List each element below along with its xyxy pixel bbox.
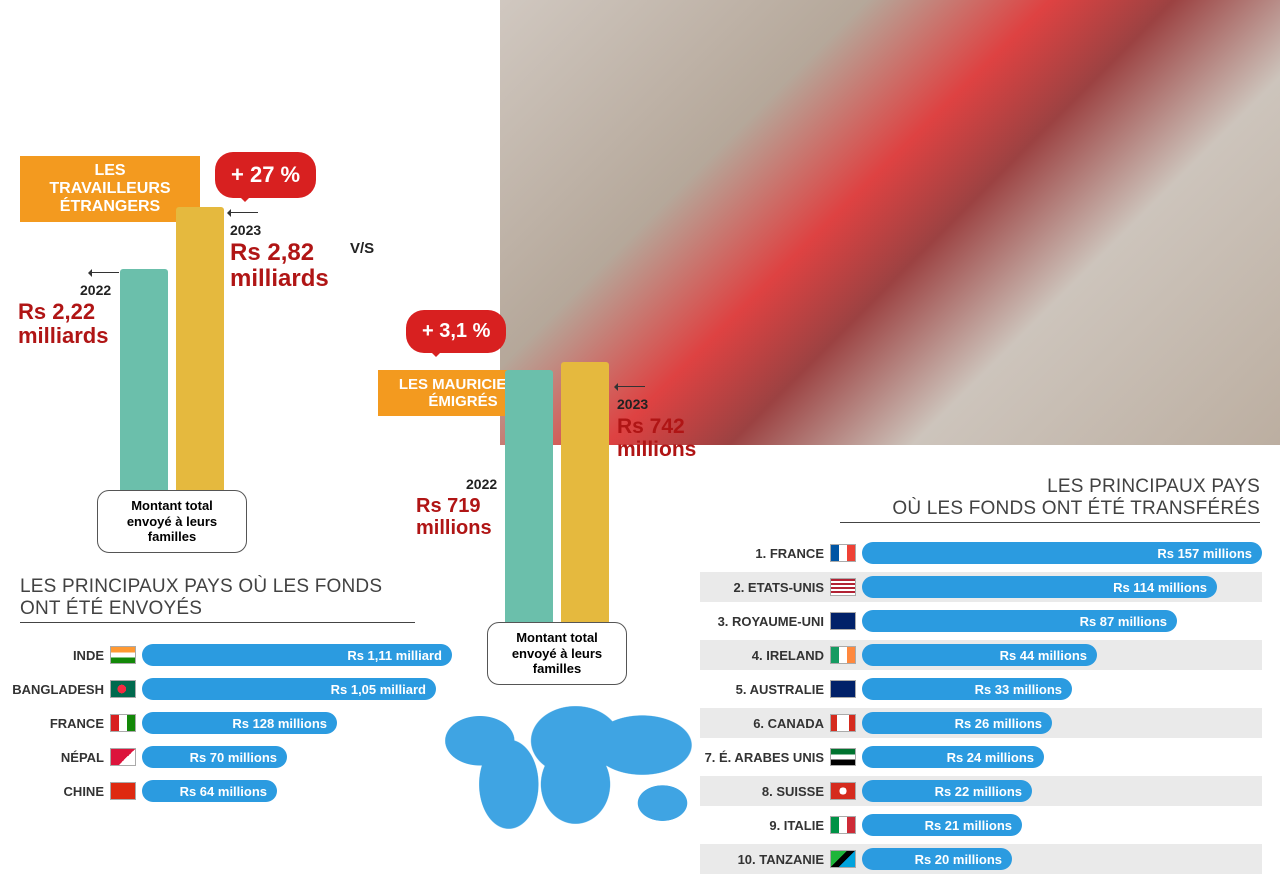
hbar-row: 8. SUISSE Rs 22 millions <box>700 776 1262 806</box>
right-year-2023: 2023 <box>617 396 648 412</box>
hbar-row: 6. CANADA Rs 26 millions <box>700 708 1262 738</box>
flag-icon <box>830 680 856 698</box>
hbar-row: 1. FRANCE Rs 157 millions <box>700 538 1262 568</box>
left-caption: Montant total envoyé à leurs familles <box>97 490 247 553</box>
hbar-country-label: 3. ROYAUME-UNI <box>700 614 830 629</box>
flag-icon <box>830 646 856 664</box>
hbar-row: 3. ROYAUME-UNI Rs 87 millions <box>700 606 1262 636</box>
hbar-country-label: 5. AUSTRALIE <box>700 682 830 697</box>
hbar-country-label: FRANCE <box>10 716 110 731</box>
right-year-2022: 2022 <box>466 476 497 492</box>
hbar-country-label: 10. TANZANIE <box>700 852 830 867</box>
left-bar-2023 <box>176 207 224 499</box>
hbar-country-label: 9. ITALIE <box>700 818 830 833</box>
hbar-row: CHINE Rs 64 millions <box>10 776 452 806</box>
hbar-row: BANGLADESH Rs 1,05 milliard <box>10 674 452 704</box>
hbar-value-bar: Rs 157 millions <box>862 542 1262 564</box>
hbar-value-bar: Rs 114 millions <box>862 576 1217 598</box>
hbar-row: 7. É. ARABES UNIS Rs 24 millions <box>700 742 1262 772</box>
hbar-row: 4. IRELAND Rs 44 millions <box>700 640 1262 670</box>
recv-list: 1. FRANCE Rs 157 millions 2. ETATS-UNIS Rs … <box>700 538 1262 878</box>
hbar-value-bar: Rs 21 millions <box>862 814 1022 836</box>
flag-icon <box>110 782 136 800</box>
hbar-row: 10. TANZANIE Rs 20 millions <box>700 844 1262 874</box>
hbar-value-bar: Rs 128 millions <box>142 712 337 734</box>
hbar-value-bar: Rs 20 millions <box>862 848 1012 870</box>
hbar-country-label: 7. É. ARABES UNIS <box>700 750 830 765</box>
arrow-icon <box>228 212 258 213</box>
hbar-country-label: 1. FRANCE <box>700 546 830 561</box>
flag-icon <box>830 816 856 834</box>
right-chart-bars <box>505 362 609 632</box>
right-amount-2023: Rs 742millions <box>617 415 696 461</box>
flag-icon <box>830 578 856 596</box>
right-bar-2023 <box>561 362 609 632</box>
flag-icon <box>110 714 136 732</box>
arrow-icon <box>615 386 645 387</box>
flag-icon <box>110 748 136 766</box>
flag-icon <box>110 646 136 664</box>
hbar-value-bar: Rs 24 millions <box>862 746 1044 768</box>
flag-icon <box>830 748 856 766</box>
hbar-country-label: INDE <box>10 648 110 663</box>
hbar-country-label: NÉPAL <box>10 750 110 765</box>
left-chart-bars <box>120 207 224 499</box>
hero-photo <box>500 0 1280 445</box>
hbar-country-label: CHINE <box>10 784 110 799</box>
hbar-value-bar: Rs 1,11 milliard <box>142 644 452 666</box>
right-bar-2022 <box>505 370 553 632</box>
hbar-value-bar: Rs 33 millions <box>862 678 1072 700</box>
right-amount-2022: Rs 719millions <box>416 495 492 539</box>
flag-icon <box>110 680 136 698</box>
left-year-2023: 2023 <box>230 222 261 238</box>
hbar-row: NÉPAL Rs 70 millions <box>10 742 452 772</box>
right-chart-percent: + 3,1 % <box>406 310 506 353</box>
left-chart-title-l1: LES TRAVAILLEURS <box>49 162 170 197</box>
hbar-country-label: 2. ETATS-UNIS <box>700 580 830 595</box>
sent-list: INDE Rs 1,11 milliard BANGLADESH Rs 1,05 mi… <box>10 640 452 810</box>
hbar-row: FRANCE Rs 128 millions <box>10 708 452 738</box>
flag-icon <box>830 782 856 800</box>
hbar-value-bar: Rs 26 millions <box>862 712 1052 734</box>
hbar-row: INDE Rs 1,11 milliard <box>10 640 452 670</box>
arrow-icon <box>89 272 119 273</box>
left-amount-2023: Rs 2,82milliards <box>230 240 329 293</box>
hbar-row: 2. ETATS-UNIS Rs 114 millions <box>700 572 1262 602</box>
hbar-value-bar: Rs 44 millions <box>862 644 1097 666</box>
left-amount-2022: Rs 2,22milliards <box>18 300 108 348</box>
hbar-country-label: 4. IRELAND <box>700 648 830 663</box>
flag-icon <box>830 850 856 868</box>
hbar-country-label: 6. CANADA <box>700 716 830 731</box>
hbar-country-label: 8. SUISSE <box>700 784 830 799</box>
flag-icon <box>830 714 856 732</box>
hbar-value-bar: Rs 1,05 milliard <box>142 678 436 700</box>
flag-icon <box>830 612 856 630</box>
hbar-row: 5. AUSTRALIE Rs 33 millions <box>700 674 1262 704</box>
left-chart-percent: + 27 % <box>215 152 316 198</box>
hbar-value-bar: Rs 64 millions <box>142 780 277 802</box>
left-bar-2022 <box>120 269 168 499</box>
vs-label: V/S <box>350 240 374 257</box>
hbar-row: 9. ITALIE Rs 21 millions <box>700 810 1262 840</box>
sent-section-title: LES PRINCIPAUX PAYS OÙ LES FONDS ONT ÉTÉ… <box>20 576 415 623</box>
hbar-country-label: BANGLADESH <box>10 682 110 697</box>
recv-section-title: LES PRINCIPAUX PAYS OÙ LES FONDS ONT ÉTÉ… <box>840 476 1260 523</box>
hbar-value-bar: Rs 87 millions <box>862 610 1177 632</box>
hbar-value-bar: Rs 70 millions <box>142 746 287 768</box>
flag-icon <box>830 544 856 562</box>
right-caption: Montant total envoyé à leurs familles <box>487 622 627 685</box>
hbar-value-bar: Rs 22 millions <box>862 780 1032 802</box>
left-year-2022: 2022 <box>80 282 111 298</box>
world-map-icon <box>416 690 706 835</box>
